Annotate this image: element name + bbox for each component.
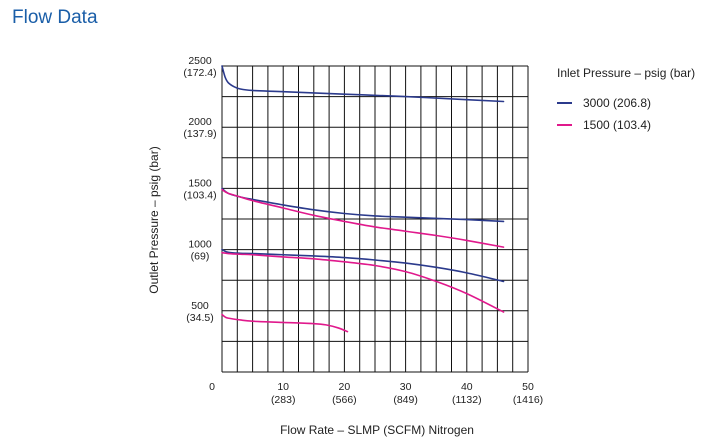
page-title: Flow Data: [12, 7, 98, 28]
y-tick-sublabel: (69): [191, 251, 210, 263]
y-tick-label: 1500: [188, 177, 212, 189]
y-tick-sublabel: (34.5): [186, 312, 213, 324]
chart-grid: [221, 65, 529, 373]
y-tick-label: 2500: [188, 55, 212, 67]
x-tick-label: 0: [209, 381, 215, 393]
legend-label-1500: 1500 (103.4): [583, 118, 651, 132]
y-tick-label: 500: [191, 300, 209, 312]
series-1-curve-1: [221, 251, 505, 313]
x-tick-sublabel: (1132): [452, 394, 482, 406]
x-tick-label: 10: [277, 381, 289, 393]
x-tick-labels: 0 10(283) 20(566) 30(849) 40(1132) 50(1416): [209, 381, 543, 406]
y-tick-label: 2000: [188, 116, 212, 128]
x-axis-label: Flow Rate – SLMP (SCFM) Nitrogen: [280, 423, 474, 437]
legend-title: Inlet Pressure – psig (bar): [557, 66, 695, 80]
x-tick-sublabel: (566): [332, 394, 357, 406]
x-tick-sublabel: (849): [393, 394, 418, 406]
legend: Inlet Pressure – psig (bar) 3000 (206.8)…: [557, 66, 695, 132]
x-tick-label: 30: [400, 381, 412, 393]
y-tick-labels: 500(34.5) 1000(69) 1500(103.4) 2000(137.9) 2…: [183, 55, 216, 324]
y-tick-sublabel: (137.9): [183, 128, 216, 140]
x-tick-sublabel: (1416): [513, 394, 543, 406]
series-1-curve-2: [221, 313, 349, 333]
y-axis-label: Outlet Pressure – psig (bar): [147, 146, 161, 293]
series-1-curve-0: [221, 188, 505, 248]
x-tick-label: 40: [461, 381, 473, 393]
x-tick-label: 20: [339, 381, 351, 393]
x-tick-label: 50: [522, 381, 534, 393]
legend-label-3000: 3000 (206.8): [583, 96, 651, 110]
chart-series: [221, 65, 505, 333]
series-0-curve-0: [221, 65, 505, 103]
series-0-curve-2: [221, 248, 505, 283]
x-tick-sublabel: (283): [271, 394, 296, 406]
series-0-curve-1: [221, 187, 505, 223]
y-tick-label: 1000: [188, 239, 212, 251]
y-tick-sublabel: (172.4): [183, 67, 216, 79]
y-tick-sublabel: (103.4): [183, 189, 216, 201]
